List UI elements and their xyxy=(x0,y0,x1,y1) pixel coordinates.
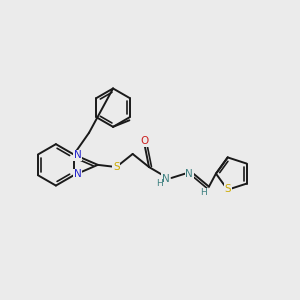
Text: S: S xyxy=(113,162,120,172)
Text: H: H xyxy=(156,179,163,188)
Text: N: N xyxy=(185,169,193,178)
Text: N: N xyxy=(74,151,82,160)
Text: N: N xyxy=(74,169,82,179)
Text: N: N xyxy=(162,174,170,184)
Text: O: O xyxy=(140,136,149,146)
Text: H: H xyxy=(201,188,207,197)
Text: S: S xyxy=(224,184,231,194)
